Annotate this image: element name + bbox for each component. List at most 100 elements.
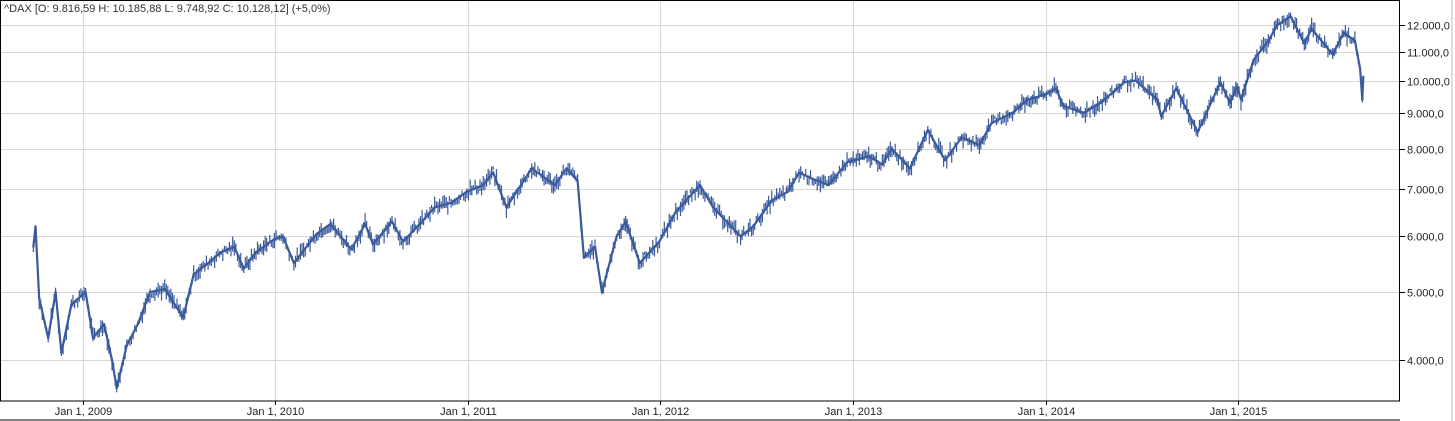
data-point — [1099, 101, 1102, 105]
data-point — [1123, 81, 1126, 84]
data-point — [148, 290, 152, 294]
data-point — [615, 235, 618, 238]
data-point — [1362, 75, 1365, 79]
data-point — [54, 290, 57, 294]
data-point — [292, 261, 296, 265]
data-point — [1331, 53, 1334, 56]
data-point — [593, 245, 597, 248]
data-point — [273, 237, 276, 241]
data-point — [47, 336, 50, 340]
data-point — [739, 235, 742, 238]
x-tick-label: Jan 1, 2012 — [632, 406, 690, 418]
data-point — [110, 358, 114, 362]
data-point — [505, 206, 508, 209]
data-point — [242, 267, 245, 270]
data-point — [492, 171, 495, 174]
data-point — [1361, 98, 1364, 101]
x-tick-label: Jan 1, 2015 — [1210, 406, 1268, 418]
data-point — [60, 351, 63, 354]
data-point — [1267, 39, 1270, 42]
grid — [1, 1, 1400, 401]
data-point — [890, 147, 894, 150]
data-point — [1276, 23, 1279, 27]
data-point — [867, 155, 870, 158]
data-point — [845, 161, 849, 164]
y-tick-label: 11.000,0 — [1407, 48, 1449, 60]
data-point — [281, 235, 285, 238]
data-point — [482, 183, 485, 187]
data-point — [125, 344, 128, 347]
x-tick-label: Jan 1, 2009 — [55, 406, 113, 418]
data-point — [350, 248, 353, 251]
data-point — [565, 167, 568, 170]
data-point — [84, 290, 87, 294]
data-point — [1239, 98, 1243, 101]
y-tick-label: 4.000,0 — [1407, 356, 1444, 368]
data-point — [449, 201, 453, 204]
data-point — [1054, 87, 1058, 90]
y-axis: 4.000,0 5.000,0 6.000,0 7.000,0 8.000,0 9.000… — [1400, 21, 1450, 368]
data-point — [530, 167, 533, 170]
data-point — [674, 210, 677, 214]
data-point — [182, 316, 185, 319]
x-tick-label: Jan 1, 2011 — [440, 406, 497, 418]
y-tick-label: 10.000,0 — [1407, 77, 1450, 89]
data-point — [786, 190, 790, 193]
data-point — [1310, 27, 1313, 31]
y-tick-label: 9.000,0 — [1407, 109, 1444, 121]
data-point — [32, 245, 35, 248]
data-point — [203, 264, 206, 267]
quote-header: ^DAX [O: 9.816,59 H: 10.185,88 L: 9.748,… — [4, 3, 331, 15]
data-point — [1043, 93, 1047, 96]
data-point — [115, 386, 118, 390]
price-line — [32, 15, 1365, 390]
data-point — [102, 323, 106, 326]
data-point — [329, 222, 332, 226]
data-point — [1342, 31, 1346, 34]
data-point — [220, 250, 223, 254]
data-point — [990, 121, 993, 125]
data-point — [254, 250, 258, 254]
data-point — [624, 220, 627, 223]
data-point — [1082, 111, 1086, 115]
data-point — [582, 256, 586, 259]
data-point — [1236, 85, 1239, 89]
y-tick-label: 6.000,0 — [1407, 232, 1444, 244]
data-point — [1353, 39, 1357, 42]
data-point — [881, 163, 884, 166]
data-point — [401, 240, 405, 243]
data-point — [1134, 79, 1137, 82]
data-point — [1026, 98, 1030, 101]
data-point — [827, 183, 830, 187]
data-point — [70, 303, 73, 306]
data-point — [638, 261, 641, 265]
price-series — [32, 12, 1365, 393]
data-point — [163, 287, 166, 291]
data-point — [233, 245, 236, 248]
data-point — [1228, 101, 1232, 105]
data-point — [770, 199, 773, 202]
data-point — [658, 240, 661, 243]
data-point — [417, 223, 421, 227]
data-point — [960, 136, 963, 139]
data-point — [553, 183, 557, 187]
y-tick-label: 5.000,0 — [1407, 288, 1444, 300]
data-point — [926, 129, 929, 132]
data-point — [38, 297, 41, 300]
data-point — [1358, 67, 1362, 70]
data-point — [1196, 130, 1199, 134]
data-point — [908, 167, 911, 170]
data-point — [315, 232, 318, 236]
data-point — [1303, 42, 1306, 45]
data-point — [433, 206, 436, 209]
data-point — [390, 220, 394, 223]
data-point — [1155, 98, 1159, 101]
data-point — [1289, 15, 1292, 18]
data-point — [752, 225, 755, 228]
data-point — [1160, 115, 1163, 118]
x-tick-label: Jan 1, 2010 — [247, 406, 305, 418]
data-point — [136, 323, 139, 326]
data-point — [698, 183, 702, 187]
data-point — [465, 190, 469, 193]
data-point — [576, 179, 579, 182]
